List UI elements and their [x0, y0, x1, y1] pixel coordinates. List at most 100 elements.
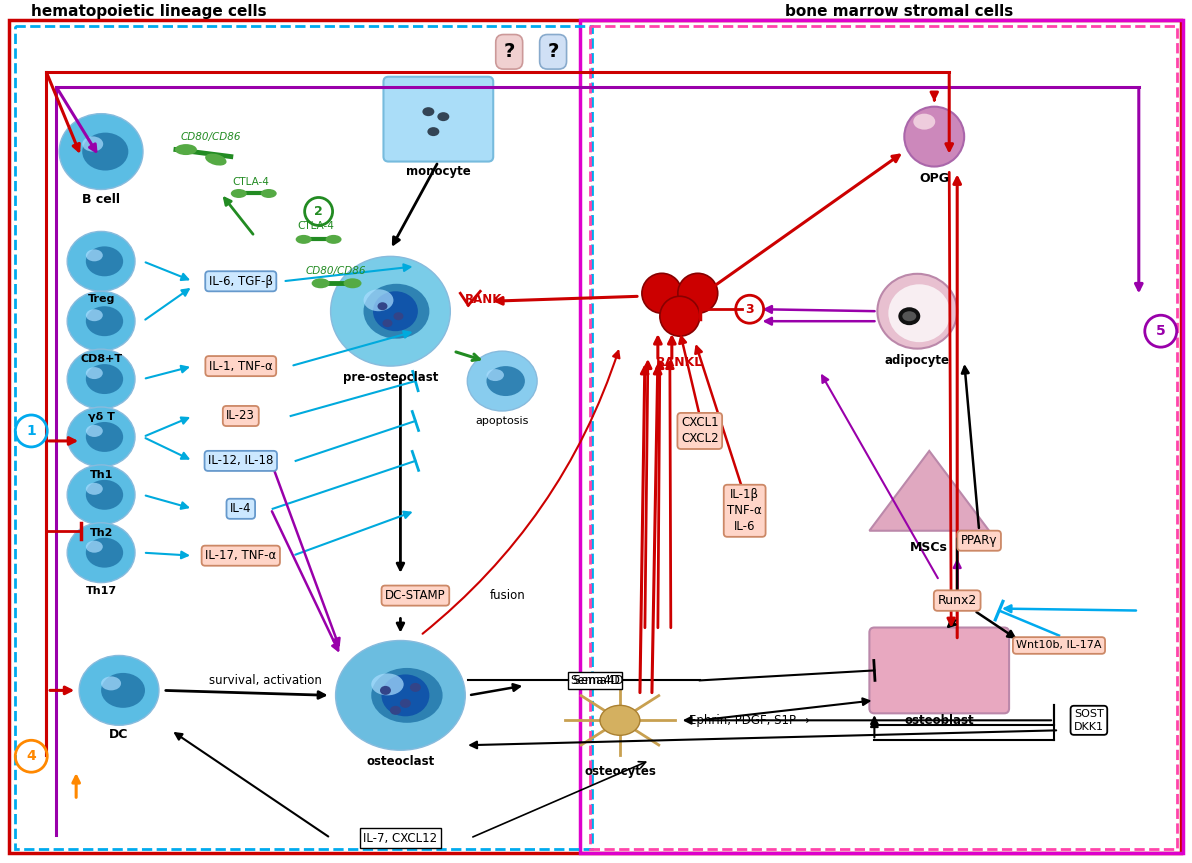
Ellipse shape	[486, 369, 504, 381]
Text: — Sema4D: — Sema4D	[558, 674, 623, 687]
Ellipse shape	[86, 309, 103, 321]
Text: osteoclast: osteoclast	[366, 755, 435, 768]
Ellipse shape	[380, 686, 391, 695]
Ellipse shape	[67, 292, 135, 351]
Text: osteoblast: osteoblast	[905, 715, 974, 728]
Text: fusion: fusion	[490, 589, 526, 602]
Ellipse shape	[175, 144, 197, 155]
Ellipse shape	[86, 422, 123, 452]
Text: Sema4D: Sema4D	[570, 674, 620, 687]
Text: IL-7, CXCL12: IL-7, CXCL12	[364, 832, 437, 845]
Text: monocyte: monocyte	[406, 165, 471, 178]
Ellipse shape	[422, 107, 434, 117]
Text: pre-osteoclast: pre-osteoclast	[343, 371, 439, 384]
Ellipse shape	[311, 278, 330, 288]
FancyBboxPatch shape	[384, 77, 493, 161]
Ellipse shape	[67, 465, 135, 525]
Ellipse shape	[393, 312, 403, 320]
Text: CXCL1
CXCL2: CXCL1 CXCL2	[681, 417, 719, 445]
Text: DC-STAMP: DC-STAMP	[385, 589, 446, 602]
Ellipse shape	[600, 705, 640, 735]
Ellipse shape	[86, 480, 123, 510]
Ellipse shape	[86, 364, 123, 394]
Text: osteocytes: osteocytes	[584, 765, 656, 778]
Text: IL-1, TNF-α: IL-1, TNF-α	[209, 360, 273, 373]
Ellipse shape	[261, 189, 277, 198]
Text: Treg: Treg	[87, 294, 114, 305]
Ellipse shape	[82, 133, 129, 171]
Ellipse shape	[364, 289, 393, 312]
Text: Th1: Th1	[89, 469, 113, 480]
Text: CTLA-4: CTLA-4	[297, 222, 334, 231]
Ellipse shape	[86, 246, 123, 276]
Text: IL-4: IL-4	[230, 502, 252, 515]
Ellipse shape	[428, 127, 440, 136]
Polygon shape	[869, 450, 989, 531]
Ellipse shape	[486, 366, 524, 396]
Ellipse shape	[325, 235, 342, 244]
Text: B cell: B cell	[82, 193, 120, 206]
Ellipse shape	[390, 706, 401, 715]
Text: IL-12, IL-18: IL-12, IL-18	[209, 455, 273, 468]
Text: Th17: Th17	[86, 586, 117, 595]
Ellipse shape	[86, 306, 123, 337]
Ellipse shape	[877, 274, 957, 349]
Ellipse shape	[401, 699, 411, 708]
Text: CD80/CD86: CD80/CD86	[181, 132, 241, 142]
Ellipse shape	[383, 319, 392, 327]
Text: RANK: RANK	[465, 293, 503, 306]
Text: RANKL: RANKL	[656, 356, 703, 369]
Circle shape	[905, 107, 964, 167]
Ellipse shape	[101, 673, 145, 708]
Text: IL-6, TGF-β: IL-6, TGF-β	[209, 274, 273, 287]
Circle shape	[678, 274, 718, 313]
Text: CTLA-4: CTLA-4	[232, 177, 269, 186]
Text: OPG: OPG	[919, 172, 949, 185]
Text: PPARγ: PPARγ	[961, 534, 998, 547]
Ellipse shape	[86, 541, 103, 552]
Ellipse shape	[205, 154, 226, 166]
Text: MSCs: MSCs	[911, 541, 948, 554]
Text: ?: ?	[547, 42, 559, 61]
Ellipse shape	[82, 136, 104, 152]
Ellipse shape	[410, 683, 421, 692]
Ellipse shape	[343, 278, 361, 288]
Ellipse shape	[899, 307, 920, 325]
Ellipse shape	[67, 231, 135, 292]
Text: 1: 1	[26, 424, 36, 438]
FancyBboxPatch shape	[869, 627, 1010, 714]
Ellipse shape	[79, 656, 159, 725]
Text: SOST
DKK1: SOST DKK1	[1074, 709, 1104, 732]
Text: IL-17, TNF-α: IL-17, TNF-α	[205, 549, 277, 562]
Text: Runx2: Runx2	[938, 594, 976, 607]
Text: 4: 4	[26, 749, 36, 763]
Text: Ephrin, PDGF, S1P →: Ephrin, PDGF, S1P →	[689, 714, 811, 727]
Circle shape	[660, 296, 700, 337]
Ellipse shape	[467, 351, 538, 411]
Text: 2: 2	[315, 205, 323, 218]
Ellipse shape	[231, 189, 247, 198]
Text: survival, activation: survival, activation	[210, 674, 322, 687]
Text: Th2: Th2	[89, 528, 113, 538]
Ellipse shape	[364, 284, 429, 338]
Ellipse shape	[378, 302, 387, 310]
Ellipse shape	[371, 668, 442, 723]
Text: hematopoietic lineage cells: hematopoietic lineage cells	[31, 3, 267, 19]
Text: CD8+T: CD8+T	[80, 354, 122, 364]
Ellipse shape	[67, 523, 135, 583]
Text: IL-1β
TNF-α
IL-6: IL-1β TNF-α IL-6	[727, 488, 762, 533]
Text: DC: DC	[110, 728, 129, 741]
Ellipse shape	[913, 114, 936, 129]
Text: ?: ?	[503, 42, 515, 61]
Text: bone marrow stromal cells: bone marrow stromal cells	[786, 3, 1013, 19]
Text: IL-23: IL-23	[226, 409, 255, 423]
Ellipse shape	[437, 112, 449, 121]
Text: adipocyte: adipocyte	[884, 354, 950, 367]
Ellipse shape	[373, 292, 418, 331]
Text: Wnt10b, IL-17A: Wnt10b, IL-17A	[1017, 640, 1101, 651]
Ellipse shape	[381, 674, 429, 716]
Ellipse shape	[86, 425, 103, 437]
Text: 3: 3	[745, 303, 755, 316]
Text: 5: 5	[1156, 324, 1166, 338]
Circle shape	[642, 274, 682, 313]
